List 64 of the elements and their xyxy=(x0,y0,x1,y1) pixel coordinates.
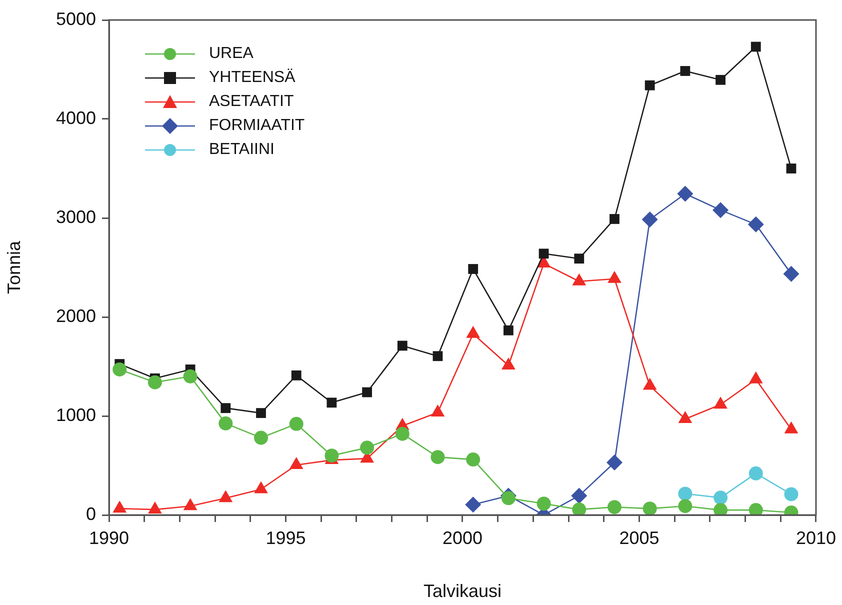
point xyxy=(218,416,233,430)
y-tick-label: 1000 xyxy=(56,404,96,425)
x-tick-label: 1990 xyxy=(88,528,130,548)
point xyxy=(712,202,729,218)
x-tick-label: 1995 xyxy=(266,528,306,548)
point xyxy=(395,426,410,441)
point xyxy=(397,340,408,351)
point xyxy=(571,488,588,504)
legend-label: FORMIAATIT xyxy=(209,117,305,135)
point xyxy=(677,186,694,202)
y-tick-label: 3000 xyxy=(56,206,96,227)
y-tick-label: 2000 xyxy=(56,306,96,326)
point xyxy=(572,502,586,515)
point xyxy=(678,486,692,501)
x-tick-label: 2000 xyxy=(442,528,483,548)
point xyxy=(642,211,658,228)
point xyxy=(362,387,372,398)
point xyxy=(324,448,339,463)
point xyxy=(607,500,622,514)
point xyxy=(716,74,726,85)
point xyxy=(750,42,761,52)
point xyxy=(183,369,198,384)
point xyxy=(680,66,690,76)
point xyxy=(503,325,514,336)
point xyxy=(466,452,480,467)
point xyxy=(326,398,337,408)
point xyxy=(432,351,443,362)
point xyxy=(256,408,266,418)
point xyxy=(501,491,516,506)
point xyxy=(714,490,728,505)
point xyxy=(465,496,482,513)
legend-label: BETAIINI xyxy=(209,141,274,159)
point xyxy=(606,454,622,471)
point xyxy=(112,362,127,376)
x-tick-label: 2005 xyxy=(619,528,660,548)
x-axis-title: Talvikausi xyxy=(423,581,502,602)
point xyxy=(220,403,231,414)
point xyxy=(783,266,800,282)
point xyxy=(748,216,764,232)
point xyxy=(610,214,620,224)
y-axis-title: Tonnia xyxy=(4,240,24,294)
point xyxy=(786,164,796,174)
point xyxy=(748,466,763,480)
point xyxy=(574,254,584,264)
point xyxy=(254,430,268,445)
y-tick-label: 4000 xyxy=(56,108,96,128)
legend-label: UREA xyxy=(209,45,254,63)
point xyxy=(678,499,692,514)
point xyxy=(360,440,374,455)
legend-label: YHTEENSÄ xyxy=(209,69,296,87)
point xyxy=(430,450,445,464)
legend-label: ASETAATIT xyxy=(209,93,294,111)
point xyxy=(291,370,302,380)
y-tick-label: 0 xyxy=(86,504,96,524)
point xyxy=(536,496,551,511)
point xyxy=(538,248,549,259)
point xyxy=(148,375,162,390)
y-tick-label: 5000 xyxy=(56,8,96,29)
point xyxy=(644,80,655,90)
point xyxy=(784,487,798,502)
point xyxy=(289,416,304,431)
x-tick-label: 2010 xyxy=(796,528,836,548)
point xyxy=(642,502,657,515)
point xyxy=(468,264,478,274)
